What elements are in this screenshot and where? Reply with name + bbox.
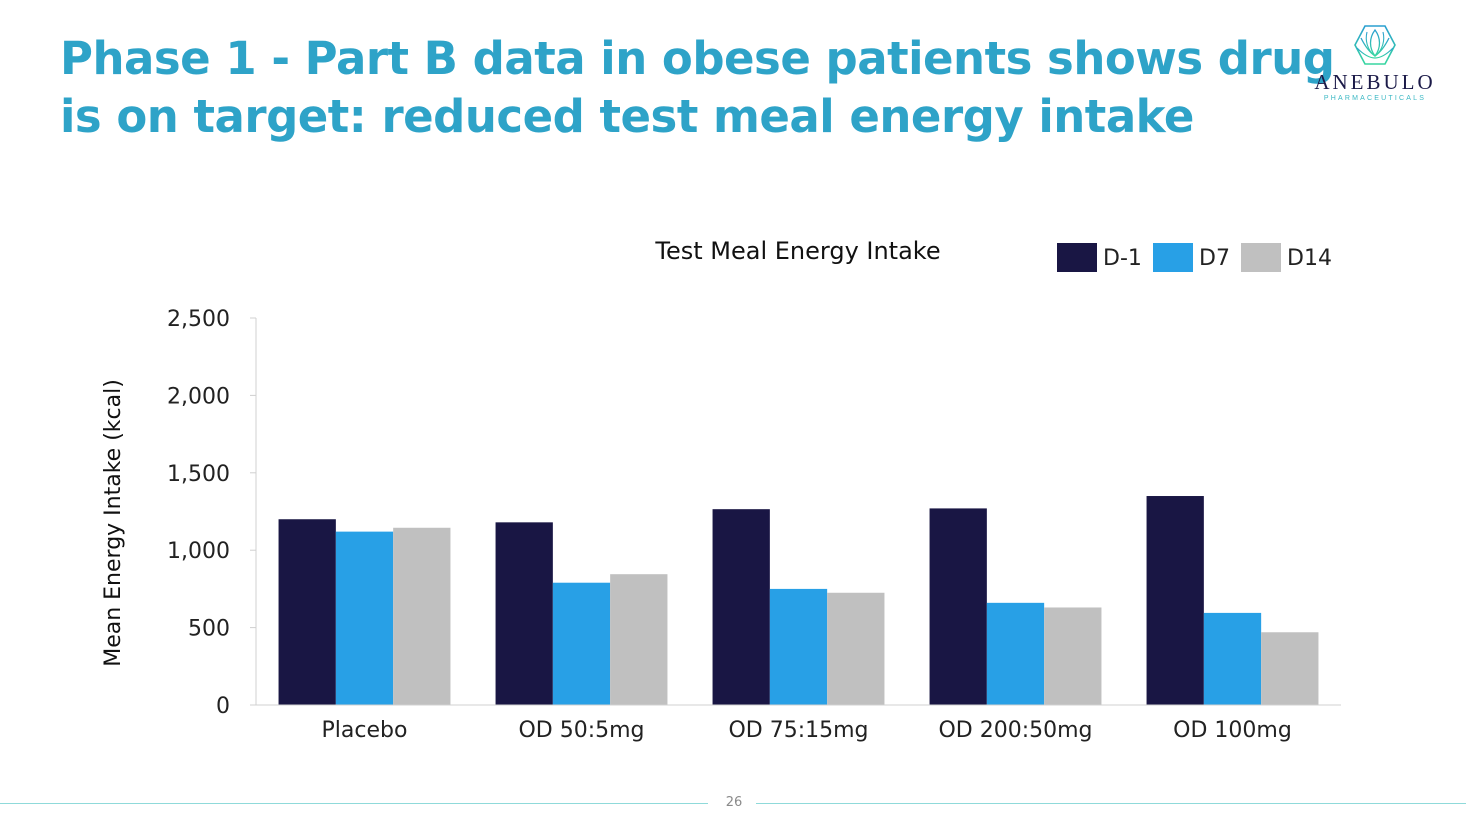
y-tick-label: 2,500 bbox=[167, 307, 230, 332]
bar-d7 bbox=[552, 582, 611, 705]
footer-divider-right bbox=[756, 803, 1466, 804]
y-axis: 0 500 1,000 1,500 2,000 2,500 bbox=[167, 307, 257, 719]
bar-d7 bbox=[1203, 612, 1262, 705]
slide-title-line-2: is on target: reduced test meal energy i… bbox=[60, 90, 1194, 143]
x-tick-label: Placebo bbox=[322, 718, 408, 743]
bar-d7 bbox=[769, 588, 828, 705]
bar-d7 bbox=[335, 531, 394, 705]
bar-d-1 bbox=[1146, 496, 1204, 705]
hexagon-lotus-icon bbox=[1354, 25, 1396, 65]
legend-label: D-1 bbox=[1103, 246, 1142, 271]
bar-d14 bbox=[827, 592, 885, 705]
legend-label: D7 bbox=[1199, 246, 1230, 271]
bar-group bbox=[495, 522, 668, 705]
bar-d-1 bbox=[929, 508, 987, 705]
y-tick-label: 1,000 bbox=[167, 539, 230, 564]
y-tick-label: 2,000 bbox=[167, 384, 230, 409]
bar-d7 bbox=[986, 602, 1045, 705]
logo-subtitle: PHARMACEUTICALS bbox=[1323, 95, 1427, 102]
bar-d-1 bbox=[495, 522, 553, 705]
bar-group bbox=[278, 519, 451, 705]
legend-swatch bbox=[1057, 243, 1097, 272]
legend-item: D14 bbox=[1241, 243, 1332, 272]
x-axis: Placebo OD 50:5mg OD 75:15mg OD 200:50mg OD … bbox=[250, 704, 1341, 743]
slide-title: Phase 1 - Part B data in obese patients … bbox=[60, 30, 1335, 146]
y-tick-label: 500 bbox=[188, 617, 230, 642]
bar-d-1 bbox=[712, 509, 770, 705]
x-tick-label: OD 200:50mg bbox=[938, 718, 1092, 743]
bar-d14 bbox=[610, 574, 668, 705]
bar-d14 bbox=[1044, 607, 1102, 705]
y-tick-label: 1,500 bbox=[167, 462, 230, 487]
bar-group bbox=[929, 508, 1102, 705]
legend-item: D7 bbox=[1153, 243, 1230, 272]
bar-group bbox=[712, 509, 885, 705]
x-tick-label: OD 100mg bbox=[1173, 718, 1292, 743]
legend-label: D14 bbox=[1287, 246, 1332, 271]
y-axis-label: Mean Energy Intake (kcal) bbox=[101, 379, 126, 667]
legend-swatch bbox=[1153, 243, 1193, 272]
x-tick-label: OD 75:15mg bbox=[728, 718, 868, 743]
slide-title-line-1: Phase 1 - Part B data in obese patients … bbox=[60, 32, 1335, 85]
x-tick-label: OD 50:5mg bbox=[518, 718, 644, 743]
y-tick-label: 0 bbox=[216, 694, 230, 719]
footer-divider-left bbox=[0, 803, 708, 804]
bar-group bbox=[1146, 496, 1319, 705]
page-number: 26 bbox=[725, 795, 743, 810]
bars bbox=[278, 496, 1319, 705]
chart-legend: D-1 D7 D14 bbox=[1057, 243, 1332, 272]
bar-d14 bbox=[1261, 632, 1319, 705]
legend-item: D-1 bbox=[1057, 243, 1142, 272]
bar-d14 bbox=[393, 527, 451, 705]
legend-swatch bbox=[1241, 243, 1281, 272]
chart-title: Test Meal Energy Intake bbox=[654, 237, 940, 265]
bar-d-1 bbox=[278, 519, 336, 705]
logo-name: ANEBULO bbox=[1314, 70, 1436, 94]
company-logo: ANEBULO PHARMACEUTICALS bbox=[1300, 24, 1450, 108]
